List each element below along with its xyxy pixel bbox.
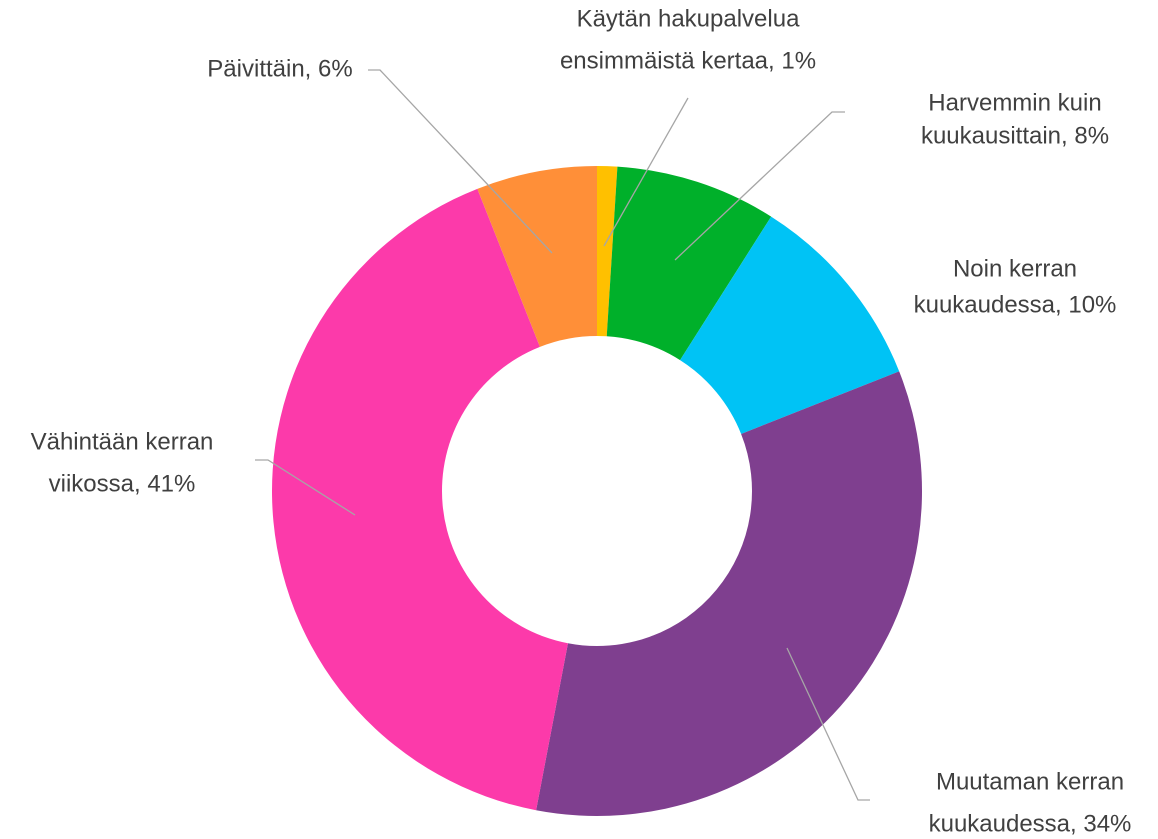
- leader-line: [786, 647, 870, 801]
- data-label: Harvemmin kuin: [928, 89, 1101, 116]
- data-label: Päivittäin, 6%: [207, 55, 352, 82]
- data-label: viikossa, 41%: [49, 470, 196, 497]
- donut-slice: [680, 216, 900, 434]
- data-label: ensimmäistä kertaa, 1%: [560, 47, 816, 74]
- leader-line: [255, 459, 356, 516]
- data-label: Muutaman kerran: [936, 768, 1124, 795]
- data-label: Vähintään kerran: [31, 428, 214, 455]
- donut-slice: [536, 371, 922, 816]
- leader-line: [368, 69, 553, 254]
- donut-slice: [477, 166, 597, 347]
- data-label: kuukaudessa, 10%: [914, 291, 1117, 318]
- leader-line: [674, 111, 845, 261]
- data-label: Noin kerran: [953, 255, 1077, 282]
- donut-slice: [271, 188, 568, 811]
- data-label: Käytän hakupalvelua: [577, 5, 800, 32]
- data-label: kuukausittain, 8%: [921, 122, 1109, 149]
- leader-line: [603, 97, 689, 247]
- donut-slice: [606, 166, 772, 361]
- donut-slice: [597, 166, 618, 337]
- data-label: kuukaudessa, 34%: [929, 810, 1132, 837]
